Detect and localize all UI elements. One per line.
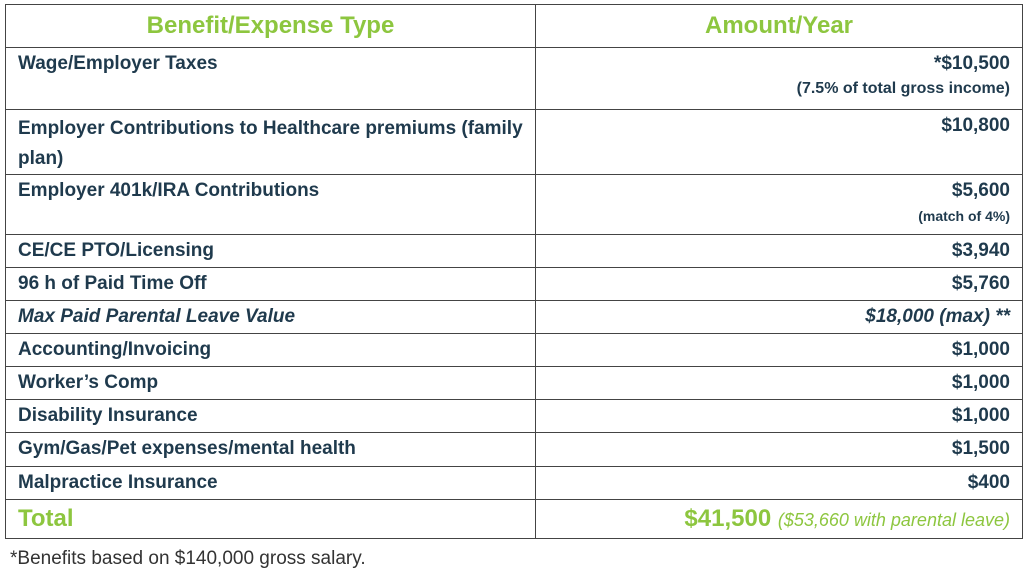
table-row: Malpractice Insurance $400 — [5, 466, 1023, 500]
footnote: *Benefits based on $140,000 gross salary… — [10, 548, 366, 569]
table-header-row: Benefit/Expense Type Amount/Year — [5, 4, 1023, 48]
row-label: Gym/Gas/Pet expenses/mental health — [5, 432, 536, 467]
header-benefit-type: Benefit/Expense Type — [5, 4, 536, 48]
table-row: Gym/Gas/Pet expenses/mental health $1,50… — [5, 432, 1023, 467]
row-note: (match of 4%) — [918, 208, 1010, 224]
table-row: Worker’s Comp $1,000 — [5, 366, 1023, 400]
row-amount: $10,800 — [535, 109, 1023, 175]
row-amount: $5,600 — [951, 180, 1010, 201]
table-row: CE/CE PTO/Licensing $3,940 — [5, 234, 1023, 268]
row-label: 96 h of Paid Time Off — [5, 267, 536, 301]
total-amount-cell: $41,500 ($53,660 with parental leave) — [535, 499, 1023, 539]
row-label: Malpractice Insurance — [5, 466, 536, 500]
total-row: Total $41,500 ($53,660 with parental lea… — [5, 499, 1023, 539]
row-amount: $3,940 — [535, 234, 1023, 268]
row-amount-cell: *$10,500 (7.5% of total gross income) — [535, 47, 1023, 110]
row-amount: $18,000 (max) ** — [535, 300, 1023, 334]
total-label: Total — [5, 499, 536, 539]
row-amount: *$10,500 — [933, 53, 1010, 74]
row-label: Max Paid Parental Leave Value — [5, 300, 536, 334]
row-label: Accounting/Invoicing — [5, 333, 536, 367]
row-amount: $1,000 — [535, 366, 1023, 400]
row-label: Employer 401k/IRA Contributions — [5, 174, 536, 235]
row-label: CE/CE PTO/Licensing — [5, 234, 536, 268]
row-label: Employer Contributions to Healthcare pre… — [5, 109, 536, 175]
row-label-text: Employer Contributions to Healthcare pre… — [18, 118, 523, 169]
table-row: Wage/Employer Taxes *$10,500 (7.5% of to… — [5, 47, 1023, 110]
table-row: 96 h of Paid Time Off $5,760 — [5, 267, 1023, 301]
row-amount: $5,760 — [535, 267, 1023, 301]
row-note: (7.5% of total gross income) — [796, 80, 1010, 97]
table-row: Accounting/Invoicing $1,000 — [5, 333, 1023, 367]
row-amount: $1,000 — [535, 399, 1023, 433]
table-row: Employer Contributions to Healthcare pre… — [5, 109, 1023, 175]
row-amount-cell: $5,600 (match of 4%) — [535, 174, 1023, 235]
table-row: Max Paid Parental Leave Value $18,000 (m… — [5, 300, 1023, 334]
row-amount: $400 — [535, 466, 1023, 500]
total-amount: $41,500 — [684, 504, 772, 532]
row-label: Wage/Employer Taxes — [5, 47, 536, 110]
row-label: Disability Insurance — [5, 399, 536, 433]
table-row: Disability Insurance $1,000 — [5, 399, 1023, 433]
table-row: Employer 401k/IRA Contributions $5,600 (… — [5, 174, 1023, 235]
total-alt-amount: ($53,660 with parental leave) — [777, 509, 1010, 530]
header-amount-year: Amount/Year — [535, 4, 1023, 48]
row-label: Worker’s Comp — [5, 366, 536, 400]
row-amount: $1,000 — [535, 333, 1023, 367]
benefits-table: Benefit/Expense Type Amount/Year Wage/Em… — [5, 4, 1023, 539]
row-amount: $1,500 — [535, 432, 1023, 467]
